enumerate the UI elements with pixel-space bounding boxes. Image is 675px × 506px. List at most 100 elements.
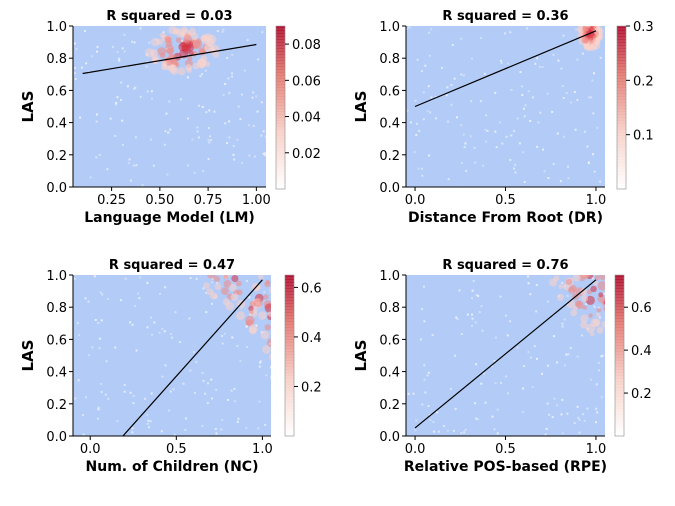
noise-speck xyxy=(196,126,199,129)
noise-speck xyxy=(593,305,596,308)
density-blob xyxy=(235,280,242,287)
noise-speck xyxy=(82,433,85,436)
noise-speck xyxy=(213,110,216,113)
noise-speck xyxy=(480,382,483,385)
noise-speck xyxy=(563,318,566,321)
noise-speck xyxy=(237,105,240,108)
noise-speck xyxy=(97,321,100,324)
noise-speck xyxy=(169,128,172,131)
noise-speck xyxy=(114,346,117,349)
noise-speck xyxy=(446,429,449,432)
noise-speck xyxy=(164,286,167,289)
density-blob xyxy=(228,227,233,232)
noise-speck xyxy=(514,171,517,174)
noise-speck xyxy=(96,45,99,48)
noise-speck xyxy=(128,158,131,161)
noise-speck xyxy=(151,333,154,336)
density-blob xyxy=(582,305,587,310)
noise-speck xyxy=(521,410,524,413)
density-blob xyxy=(572,275,581,282)
noise-speck xyxy=(100,382,103,385)
noise-speck xyxy=(228,120,231,123)
density-layer xyxy=(407,275,615,436)
noise-speck xyxy=(97,406,100,409)
noise-speck xyxy=(88,354,91,357)
density-blob xyxy=(235,247,240,252)
y-axis-label: LAS xyxy=(352,91,370,123)
density-blob xyxy=(229,283,237,292)
colorbar-tick-label: 0.4 xyxy=(301,331,322,346)
density-blob xyxy=(607,315,615,323)
noise-speck xyxy=(536,145,539,148)
density-blob xyxy=(151,56,160,65)
noise-speck xyxy=(432,420,435,423)
density-blob xyxy=(587,19,593,25)
density-blob xyxy=(235,265,240,270)
noise-speck xyxy=(518,142,521,145)
x-tick-label: 1.00 xyxy=(242,193,271,208)
noise-speck xyxy=(527,350,530,353)
density-blob xyxy=(222,298,231,306)
noise-speck xyxy=(421,403,424,406)
noise-speck xyxy=(486,129,489,132)
noise-speck xyxy=(147,419,150,422)
chart-title: R squared = 0.36 xyxy=(442,9,568,24)
density-blob xyxy=(204,61,211,67)
noise-speck xyxy=(446,86,449,89)
noise-speck xyxy=(153,321,156,324)
noise-speck xyxy=(210,139,213,142)
noise-speck xyxy=(427,371,430,374)
noise-speck xyxy=(604,293,605,296)
noise-speck xyxy=(230,389,233,392)
density-blob xyxy=(603,306,605,311)
colorbar-tick-label: 0.2 xyxy=(301,380,322,395)
noise-speck xyxy=(460,332,463,335)
noise-speck xyxy=(258,361,261,364)
noise-speck xyxy=(510,134,513,137)
noise-speck xyxy=(561,432,564,435)
noise-speck xyxy=(535,310,538,313)
chart-panel-3: 0.0 0.2 0.4 0.6 0.8 1.0 0.0 0.5 1.0 R squared = 0… xyxy=(19,227,322,475)
density-blob xyxy=(598,292,604,298)
noise-speck xyxy=(262,130,265,133)
colorbar-tick-label: 0.6 xyxy=(301,281,322,296)
noise-speck xyxy=(519,71,522,74)
noise-speck xyxy=(232,145,235,148)
noise-speck xyxy=(215,388,218,391)
noise-speck xyxy=(556,361,559,364)
density-blob xyxy=(209,292,218,300)
noise-speck xyxy=(430,28,433,31)
noise-speck xyxy=(205,311,208,314)
noise-speck xyxy=(199,75,202,78)
noise-speck xyxy=(462,133,465,136)
plot-background xyxy=(406,26,605,187)
noise-speck xyxy=(566,294,569,297)
density-blob xyxy=(274,328,282,336)
density-blob xyxy=(253,258,257,262)
noise-speck xyxy=(164,364,167,367)
y-tick-label: 0.6 xyxy=(379,333,400,348)
colorbar-tick-label: 0.02 xyxy=(292,147,321,162)
noise-speck xyxy=(407,392,410,395)
regression-line xyxy=(82,43,257,75)
x-tick-label: 1.0 xyxy=(252,442,273,457)
noise-speck xyxy=(186,76,189,79)
noise-speck xyxy=(471,324,474,327)
chart-title: R squared = 0.47 xyxy=(109,258,235,273)
noise-speck xyxy=(98,153,101,156)
noise-speck xyxy=(208,109,211,112)
noise-speck xyxy=(555,404,558,407)
colorbar-tick-label: 0.08 xyxy=(292,38,321,53)
noise-speck xyxy=(434,95,437,98)
noise-speck xyxy=(231,75,234,78)
y-tick-label: 0.0 xyxy=(46,430,67,445)
density-blob xyxy=(164,35,172,43)
noise-speck xyxy=(134,305,137,308)
noise-speck xyxy=(255,324,258,327)
density-blob xyxy=(248,324,258,334)
noise-speck xyxy=(463,431,466,434)
density-blob xyxy=(264,324,271,331)
noise-speck xyxy=(260,101,263,104)
noise-speck xyxy=(465,170,468,173)
noise-speck xyxy=(252,124,255,127)
